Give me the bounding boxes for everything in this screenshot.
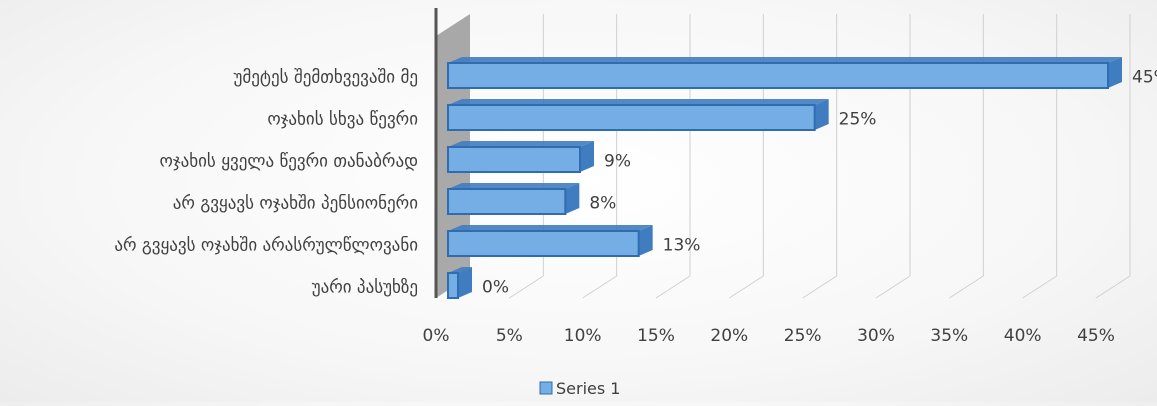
floor-gridline	[802, 275, 837, 299]
x-tick-label: 45%	[1077, 326, 1115, 346]
floor-gridline	[949, 275, 984, 299]
bar-top-face	[448, 99, 829, 105]
category-label: უმეტეს შემთხვევაში მე	[234, 68, 418, 88]
floor-gridline	[655, 275, 691, 299]
bar-side-face	[814, 99, 829, 130]
category-label: არ გვყავს ოჯახში პენსიონერი	[173, 194, 418, 214]
bar[interactable]	[447, 188, 567, 215]
bar[interactable]	[447, 62, 1109, 89]
bar-top-face	[448, 57, 1122, 63]
floor-gridline	[729, 275, 764, 299]
bar-side-face	[638, 225, 653, 256]
bar-top-face	[448, 141, 594, 147]
category-label: ოჯახის სხვა წევრი	[267, 110, 418, 130]
category-label: არ გვყავს ოჯახში არასრულწლოვანი	[114, 236, 418, 256]
data-label: 0%	[482, 278, 509, 298]
legend[interactable]: Series 1	[539, 379, 620, 398]
category-label: უარი პასუხზე	[312, 278, 418, 298]
floor-gridline	[1022, 275, 1057, 299]
data-label: 8%	[589, 194, 616, 214]
bar[interactable]	[447, 104, 816, 131]
bar[interactable]	[447, 272, 459, 299]
x-tick-label: 40%	[1004, 326, 1042, 346]
x-tick-label: 20%	[710, 326, 748, 346]
x-tick-label: 15%	[637, 326, 675, 346]
bar-side-face	[565, 183, 580, 214]
legend-swatch	[539, 381, 553, 395]
x-tick-label: 5%	[496, 326, 523, 346]
data-label: 25%	[839, 110, 877, 130]
floor-gridline	[582, 275, 617, 299]
bar-side-face	[458, 267, 472, 298]
x-tick-label: 25%	[784, 326, 822, 346]
x-tick-label: 35%	[930, 326, 968, 346]
bars	[447, 57, 1122, 299]
x-tick-labels: 0% 5% 10% 15% 20% 25% 30% 35% 40% 45%	[423, 326, 1115, 346]
x-tick-label: 10%	[564, 326, 602, 346]
bar-top-face	[448, 183, 580, 189]
bar-top-face	[448, 267, 472, 273]
data-label: 13%	[663, 236, 701, 256]
category-label: ოჯახის ყველა წევრი თანაბრად	[160, 152, 418, 172]
floor-gridline	[509, 275, 544, 299]
floor-gridline	[1095, 275, 1131, 299]
floor-gridline	[875, 275, 911, 299]
bar[interactable]	[447, 146, 581, 173]
legend-label[interactable]: Series 1	[556, 379, 620, 398]
bar-side-face	[1108, 57, 1122, 88]
x-tick-label: 0%	[423, 326, 450, 346]
bar-side-face	[580, 141, 594, 172]
bar[interactable]	[447, 230, 640, 257]
x-tick-label: 30%	[857, 326, 895, 346]
category-labels: უმეტეს შემთხვევაში მე ოჯახის სხვა წევრი ოჯ…	[114, 68, 418, 298]
bar-top-face	[448, 225, 653, 231]
data-label: 9%	[604, 152, 631, 172]
data-label: 45%	[1132, 68, 1157, 88]
data-labels: 45% 25% 9% 8% 13% 0%	[482, 68, 1157, 298]
